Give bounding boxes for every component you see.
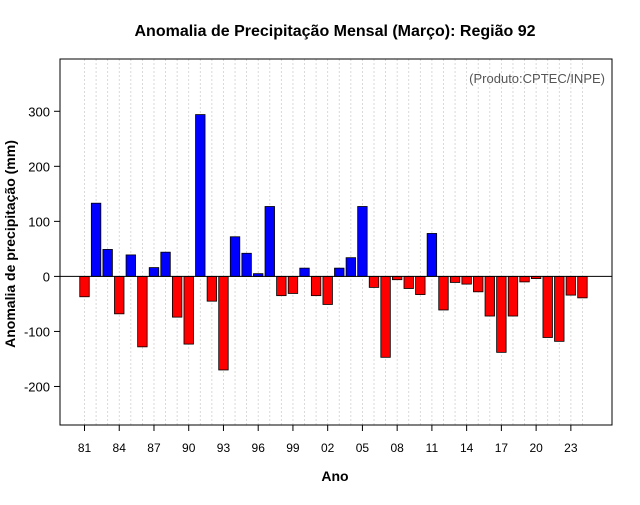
bar-1991 xyxy=(195,114,206,277)
bar-2019 xyxy=(519,275,530,283)
vertical-gridlines xyxy=(84,59,583,425)
bar-1983 xyxy=(102,249,113,277)
bar-2017 xyxy=(496,275,507,353)
x-tick-label: 11 xyxy=(426,441,439,455)
bar-1990 xyxy=(183,275,194,345)
bar-1997 xyxy=(264,206,275,277)
bar-2013 xyxy=(449,275,461,283)
bar-2018 xyxy=(507,275,519,317)
x-tick-label: 90 xyxy=(182,441,196,455)
y-tick-label: 0 xyxy=(43,269,50,284)
bar-2014 xyxy=(461,275,472,285)
bar-2005 xyxy=(357,206,368,277)
bar-1988 xyxy=(160,251,171,277)
bar-2021 xyxy=(542,275,553,338)
x-tick-label: 23 xyxy=(564,441,578,455)
bar-2009 xyxy=(403,275,414,289)
x-tick-label: 96 xyxy=(252,441,266,455)
y-tick-label: 200 xyxy=(28,159,50,174)
bar-1985 xyxy=(125,254,136,277)
y-tick-label: 300 xyxy=(28,104,50,119)
bar-1989 xyxy=(171,275,183,318)
x-tick-label: 05 xyxy=(356,441,370,455)
bar-1999 xyxy=(287,275,299,294)
bar-2001 xyxy=(310,275,322,297)
x-tick-label: 81 xyxy=(78,441,92,455)
x-tick-label: 20 xyxy=(529,441,543,455)
x-tick-label: 17 xyxy=(495,441,509,455)
x-tick-label: 08 xyxy=(390,441,404,455)
bar-2003 xyxy=(334,267,345,277)
bar-1984 xyxy=(114,275,125,315)
x-tick-label: 99 xyxy=(286,441,300,455)
y-tick-label: -100 xyxy=(24,324,50,339)
chart-title: Anomalia de Precipitação Mensal (Março):… xyxy=(134,23,535,40)
bar-2000 xyxy=(299,267,310,277)
plot-frame xyxy=(59,58,613,426)
product-annotation: (Produto:CPTEC/INPE) xyxy=(469,71,605,86)
y-tick-label: -200 xyxy=(24,379,50,394)
bar-2023 xyxy=(565,275,577,296)
bar-1998 xyxy=(276,275,287,297)
bar-2002 xyxy=(322,275,333,305)
bar-2022 xyxy=(554,275,565,342)
bar-1995 xyxy=(241,252,252,277)
bar-1982 xyxy=(90,202,102,277)
bar-1994 xyxy=(229,236,241,277)
bar-1993 xyxy=(218,275,229,371)
x-tick-label: 14 xyxy=(460,441,474,455)
bar-1981 xyxy=(79,275,90,298)
bar-2012 xyxy=(438,275,449,311)
bar-2010 xyxy=(415,275,426,295)
bar-series xyxy=(79,114,588,371)
x-tick-label: 93 xyxy=(217,441,231,455)
x-tick-label: 84 xyxy=(113,441,127,455)
y-tick-label: 100 xyxy=(28,214,50,229)
y-axis-label: Anomalia de precipitação (mm) xyxy=(2,140,18,348)
bar-2006 xyxy=(368,275,380,288)
x-axis: 81 84 87 90 93 96 99 02 05 08 11 14 17 20 23 xyxy=(78,425,578,455)
bar-2015 xyxy=(473,275,484,293)
bar-1992 xyxy=(206,275,218,302)
bar-1986 xyxy=(137,275,148,348)
bar-2024 xyxy=(577,275,588,299)
bar-2007 xyxy=(380,275,391,358)
bar-1987 xyxy=(148,267,160,277)
x-axis-label: Ano xyxy=(321,468,348,484)
bar-2011 xyxy=(426,233,438,277)
x-tick-label: 87 xyxy=(147,441,161,455)
y-axis: -200 -100 0 100 200 300 xyxy=(24,104,60,394)
bar-2004 xyxy=(345,257,356,277)
bar-2016 xyxy=(484,275,495,317)
x-tick-label: 02 xyxy=(321,441,335,455)
